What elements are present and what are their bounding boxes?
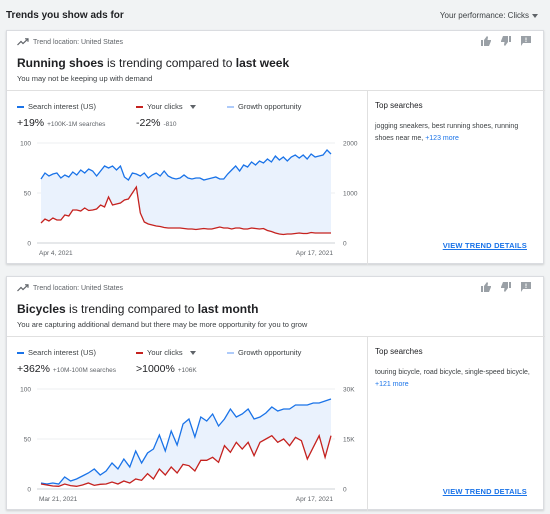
- left-tick-label: 100: [20, 141, 31, 148]
- legend-growth-label: Growth opportunity: [238, 348, 302, 357]
- feedback-icon[interactable]: [521, 36, 531, 46]
- divider: [7, 336, 545, 337]
- top-searches-text: touring bicycle, road bicycle, single-sp…: [375, 369, 530, 376]
- chevron-down-icon: [189, 350, 196, 355]
- card-actions: [481, 282, 531, 292]
- legend-clicks-label: Your clicks: [147, 102, 183, 111]
- legend-search: Search interest (US): [17, 348, 96, 357]
- growth-opportunity-area: [41, 150, 331, 235]
- series-your-clicks-line: [40, 185, 331, 236]
- series-search-interest-line: [40, 149, 332, 181]
- metric-clicks-detail: -810: [163, 121, 177, 128]
- right-tick-label: 2000: [343, 141, 358, 148]
- view-trend-details-button[interactable]: VIEW TREND DETAILS: [442, 241, 527, 250]
- left-tick-label: 0: [27, 487, 31, 494]
- top-searches-title: Top searches: [375, 347, 423, 356]
- top-searches-more-link[interactable]: +121 more: [375, 381, 409, 388]
- trending-up-icon: [17, 284, 29, 292]
- metric-search: +19% +100K-1M searches: [17, 117, 105, 129]
- x-start-label: Apr 4, 2021: [39, 250, 73, 257]
- trend-headline: Running shoes is trending compared to la…: [17, 56, 289, 70]
- trend-headline: Bicycles is trending compared to last mo…: [17, 302, 258, 316]
- left-tick-label: 50: [24, 191, 32, 198]
- top-searches-more-link[interactable]: +123 more: [425, 135, 459, 142]
- legend-clicks[interactable]: Your clicks: [136, 348, 196, 357]
- thumb-down-icon[interactable]: [501, 36, 511, 46]
- metric-search-detail: +100K-1M searches: [47, 121, 106, 128]
- right-tick-label: 30K: [343, 387, 355, 394]
- legend-search: Search interest (US): [17, 102, 96, 111]
- trend-middle: is trending compared to: [65, 302, 198, 316]
- top-searches-title: Top searches: [375, 101, 423, 110]
- metric-clicks: -22% -810: [136, 117, 176, 129]
- trend-middle: is trending compared to: [103, 56, 236, 70]
- series-search-interest-line: [40, 398, 332, 485]
- top-searches-list: touring bicycle, road bicycle, single-sp…: [375, 367, 535, 391]
- legend-growth: Growth opportunity: [227, 102, 301, 111]
- trend-chart: 100 30K 50 15K 0 0 Mar 21, 2021 Apr 17, 2021: [20, 387, 355, 504]
- card-actions: [481, 36, 531, 46]
- metric-clicks-value: >1000%: [136, 363, 175, 375]
- trend-subject: Bicycles: [17, 302, 66, 316]
- growth-opportunity-area: [41, 399, 331, 487]
- left-tick-label: 50: [24, 437, 32, 444]
- legend-search-label: Search interest (US): [28, 348, 96, 357]
- performance-label: Your performance: Clicks: [439, 11, 529, 20]
- legend-clicks[interactable]: Your clicks: [136, 102, 196, 111]
- x-start-label: Mar 21, 2021: [39, 496, 78, 503]
- thumb-up-icon[interactable]: [481, 282, 491, 292]
- right-tick-label: 0: [343, 241, 347, 248]
- trending-up-icon: [17, 38, 29, 46]
- x-end-label: Apr 17, 2021: [296, 496, 334, 503]
- chevron-down-icon: [532, 13, 538, 18]
- legend-search-label: Search interest (US): [28, 102, 96, 111]
- performance-selector[interactable]: Your performance: Clicks: [440, 11, 538, 20]
- divider: [367, 91, 368, 265]
- right-tick-label: 0: [343, 487, 347, 494]
- legend-growth: Growth opportunity: [227, 348, 301, 357]
- trend-subline: You are capturing additional demand but …: [17, 320, 308, 329]
- thumb-up-icon[interactable]: [481, 36, 491, 46]
- metric-clicks-value: -22%: [136, 117, 161, 129]
- trend-location: Trend location: United States: [17, 284, 123, 292]
- trend-period: last week: [235, 56, 290, 70]
- trend-card-bicycles: Trend location: United States Bicycles i…: [6, 276, 545, 511]
- trend-card-running-shoes: Trend location: United States Running sh…: [6, 30, 545, 265]
- feedback-icon[interactable]: [521, 282, 531, 292]
- chevron-down-icon: [189, 104, 196, 109]
- trend-chart: 100 2000 50 1000 0 0 Apr 4, 2021 Apr 17, 2021: [20, 141, 358, 258]
- trend-location-text: Trend location: United States: [33, 284, 124, 292]
- metric-search: +362% +10M-100M searches: [17, 363, 116, 375]
- x-end-label: Apr 17, 2021: [296, 250, 334, 257]
- right-tick-label: 1000: [343, 191, 358, 198]
- left-tick-label: 100: [20, 387, 31, 394]
- top-searches-list: jogging sneakers, best running shoes, ru…: [375, 121, 535, 145]
- divider: [367, 337, 368, 511]
- series-your-clicks-line: [40, 433, 332, 487]
- left-tick-label: 0: [27, 241, 31, 248]
- trend-period: last month: [197, 302, 259, 316]
- legend-growth-label: Growth opportunity: [238, 102, 302, 111]
- right-tick-label: 15K: [343, 437, 355, 444]
- metric-search-value: +362%: [17, 363, 50, 375]
- view-trend-details-button[interactable]: VIEW TREND DETAILS: [442, 487, 527, 496]
- metric-clicks: >1000% +106K: [136, 363, 197, 375]
- top-bar: Trends you show ads for Your performance…: [0, 0, 550, 30]
- legend-clicks-label: Your clicks: [147, 348, 183, 357]
- trend-subline: You may not be keeping up with demand: [17, 74, 153, 83]
- metric-search-detail: +10M-100M searches: [52, 367, 116, 374]
- trend-location: Trend location: United States: [17, 38, 123, 46]
- thumb-down-icon[interactable]: [501, 282, 511, 292]
- divider: [7, 90, 545, 91]
- trend-subject: Running shoes: [17, 56, 104, 70]
- trend-location-text: Trend location: United States: [33, 38, 124, 46]
- top-searches-text: jogging sneakers, best running shoes, ru…: [375, 123, 519, 142]
- metric-clicks-detail: +106K: [177, 367, 197, 374]
- metric-search-value: +19%: [17, 117, 45, 129]
- page-title: Trends you show ads for: [6, 10, 124, 21]
